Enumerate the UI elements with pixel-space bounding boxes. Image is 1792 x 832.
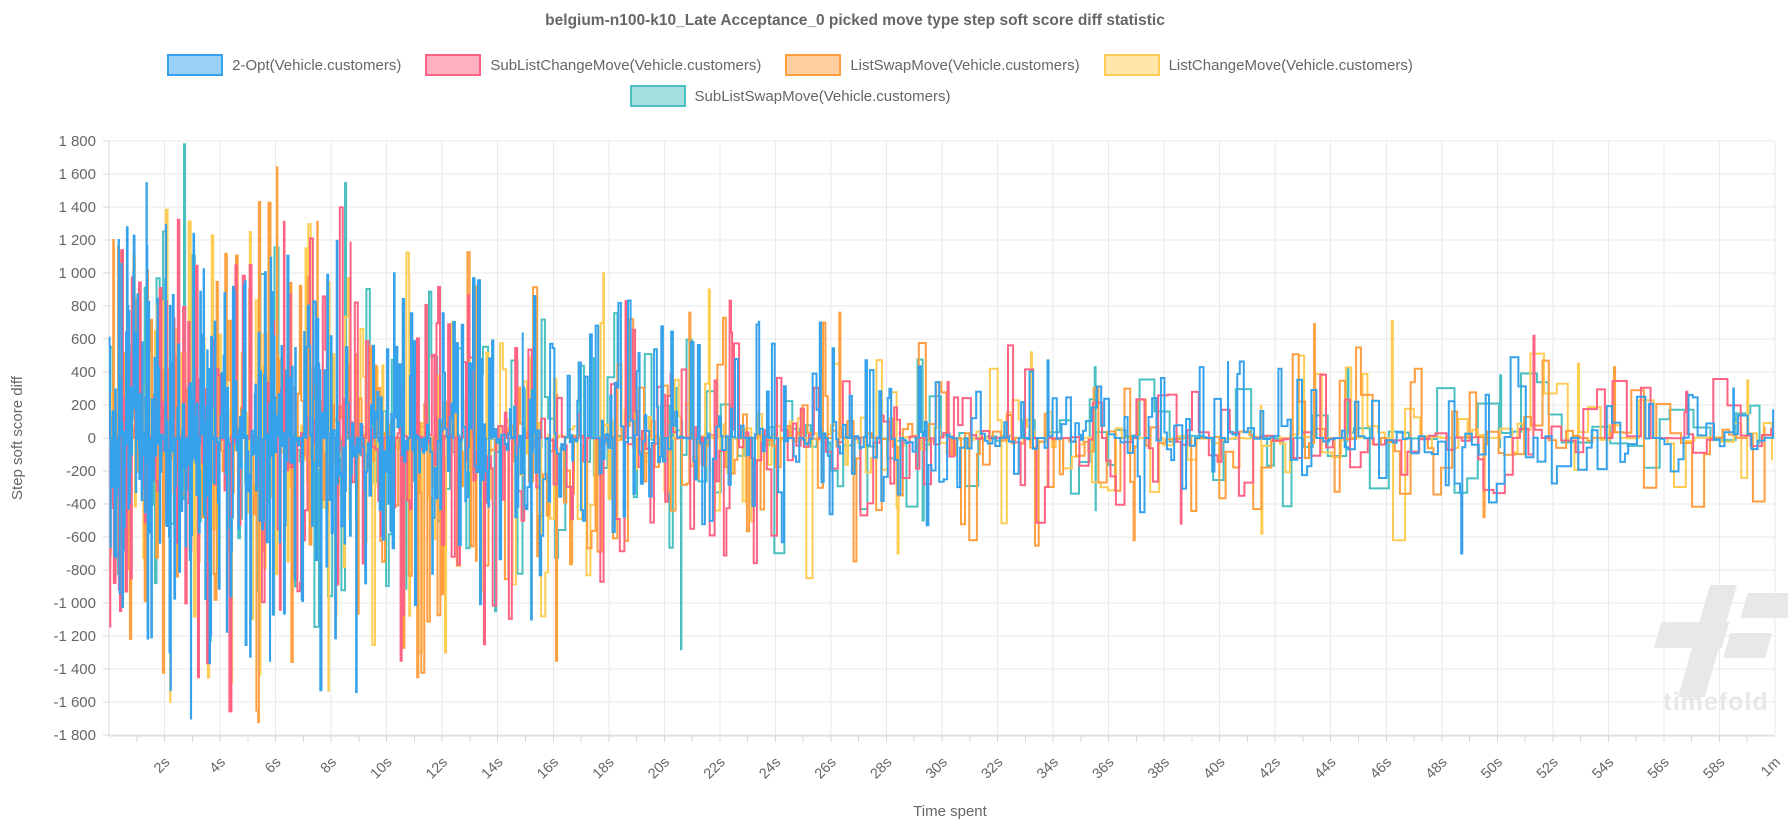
- legend-item-listswapmove[interactable]: ListSwapMove(Vehicle.customers): [785, 54, 1080, 76]
- svg-text:800: 800: [71, 298, 96, 315]
- svg-text:50s: 50s: [1478, 755, 1506, 783]
- svg-text:0: 0: [88, 430, 96, 447]
- legend-label: 2-Opt(Vehicle.customers): [232, 56, 402, 74]
- svg-text:8s: 8s: [318, 755, 340, 777]
- legend-label: SubListChangeMove(Vehicle.customers): [490, 56, 762, 74]
- svg-text:12s: 12s: [423, 755, 451, 783]
- svg-text:44s: 44s: [1312, 755, 1340, 783]
- svg-text:-600: -600: [66, 529, 96, 546]
- svg-text:1 400: 1 400: [58, 199, 96, 216]
- legend-swatch: [167, 54, 224, 76]
- svg-text:1 600: 1 600: [58, 166, 96, 183]
- svg-text:600: 600: [71, 331, 96, 348]
- svg-text:-1 000: -1 000: [53, 595, 96, 612]
- svg-text:6s: 6s: [262, 755, 284, 777]
- svg-text:48s: 48s: [1423, 755, 1451, 783]
- legend-label: SubListSwapMove(Vehicle.customers): [694, 87, 951, 105]
- svg-text:56s: 56s: [1645, 755, 1673, 783]
- svg-text:42s: 42s: [1256, 755, 1284, 783]
- svg-text:18s: 18s: [590, 755, 618, 783]
- svg-text:400: 400: [71, 364, 96, 381]
- svg-text:20s: 20s: [645, 755, 673, 783]
- svg-text:-1 400: -1 400: [53, 661, 96, 678]
- svg-text:26s: 26s: [812, 755, 840, 783]
- svg-text:10s: 10s: [368, 755, 396, 783]
- svg-text:4s: 4s: [207, 755, 229, 777]
- svg-text:38s: 38s: [1145, 755, 1173, 783]
- svg-text:28s: 28s: [867, 755, 895, 783]
- svg-text:-200: -200: [66, 463, 96, 480]
- svg-text:1 800: 1 800: [58, 133, 96, 150]
- svg-text:1 200: 1 200: [58, 232, 96, 249]
- legend: 2-Opt(Vehicle.customers) SubListChangeMov…: [0, 54, 1580, 116]
- legend-label: ListSwapMove(Vehicle.customers): [850, 56, 1080, 74]
- legend-item-2-opt[interactable]: 2-Opt(Vehicle.customers): [167, 54, 401, 76]
- svg-text:54s: 54s: [1589, 755, 1617, 783]
- legend-swatch: [1103, 54, 1160, 76]
- svg-text:16s: 16s: [534, 755, 562, 783]
- svg-text:36s: 36s: [1090, 755, 1118, 783]
- legend-swatch: [785, 54, 842, 76]
- svg-text:14s: 14s: [479, 755, 507, 783]
- svg-text:-1 800: -1 800: [53, 727, 96, 744]
- legend-label: ListChangeMove(Vehicle.customers): [1168, 56, 1413, 74]
- svg-text:34s: 34s: [1034, 755, 1062, 783]
- svg-text:-1 600: -1 600: [53, 694, 96, 711]
- chart-title: belgium-n100-k10_Late Acceptance_0 picke…: [545, 12, 1165, 29]
- svg-text:30s: 30s: [923, 755, 951, 783]
- svg-text:52s: 52s: [1534, 755, 1562, 783]
- svg-text:Step soft score diff: Step soft score diff: [9, 375, 26, 500]
- legend-swatch: [425, 54, 482, 76]
- legend-swatch: [629, 85, 686, 107]
- svg-text:58s: 58s: [1700, 755, 1728, 783]
- series-line: [108, 182, 1775, 720]
- svg-text:46s: 46s: [1367, 755, 1395, 783]
- svg-text:40s: 40s: [1201, 755, 1229, 783]
- svg-text:32s: 32s: [978, 755, 1006, 783]
- svg-text:-800: -800: [66, 562, 96, 579]
- svg-text:-400: -400: [66, 496, 96, 513]
- svg-text:22s: 22s: [701, 755, 729, 783]
- legend-item-sublistchangemove[interactable]: SubListChangeMove(Vehicle.customers): [425, 54, 761, 76]
- svg-text:200: 200: [71, 397, 96, 414]
- svg-text:2s: 2s: [151, 755, 173, 777]
- svg-text:1m: 1m: [1758, 755, 1784, 781]
- series-line: [109, 206, 1773, 713]
- svg-text:24s: 24s: [756, 755, 784, 783]
- svg-text:-1 200: -1 200: [53, 628, 96, 645]
- legend-item-sublistswapmove[interactable]: SubListSwapMove(Vehicle.customers): [629, 85, 951, 107]
- legend-row: 2-Opt(Vehicle.customers) SubListChangeMov…: [0, 54, 1580, 76]
- svg-text:1 000: 1 000: [58, 265, 96, 282]
- legend-item-listchangemove[interactable]: ListChangeMove(Vehicle.customers): [1103, 54, 1413, 76]
- svg-text:Time spent: Time spent: [913, 803, 987, 820]
- legend-row: SubListSwapMove(Vehicle.customers): [0, 85, 1580, 107]
